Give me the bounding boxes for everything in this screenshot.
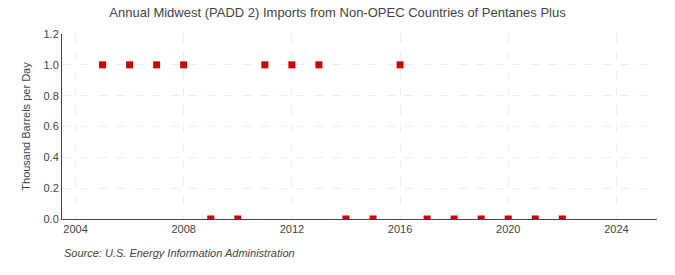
svg-text:0.2: 0.2 bbox=[44, 182, 59, 194]
svg-text:2004: 2004 bbox=[63, 223, 87, 235]
svg-text:Thousand Barrels per Day: Thousand Barrels per Day bbox=[20, 62, 32, 191]
svg-text:1.0: 1.0 bbox=[44, 59, 59, 71]
svg-text:2020: 2020 bbox=[496, 223, 520, 235]
svg-text:0.6: 0.6 bbox=[44, 120, 59, 132]
svg-text:0.8: 0.8 bbox=[44, 90, 59, 102]
svg-text:0.0: 0.0 bbox=[44, 213, 59, 225]
svg-text:Annual Midwest (PADD 2) Import: Annual Midwest (PADD 2) Imports from Non… bbox=[109, 5, 566, 20]
svg-text:2016: 2016 bbox=[388, 223, 412, 235]
svg-text:0.4: 0.4 bbox=[44, 151, 59, 163]
svg-text:1.2: 1.2 bbox=[44, 28, 59, 40]
svg-text:Source: U.S. Energy Informatio: Source: U.S. Energy Information Administ… bbox=[64, 247, 295, 259]
svg-text:2012: 2012 bbox=[280, 223, 304, 235]
svg-text:2008: 2008 bbox=[171, 223, 195, 235]
svg-text:2024: 2024 bbox=[604, 223, 628, 235]
